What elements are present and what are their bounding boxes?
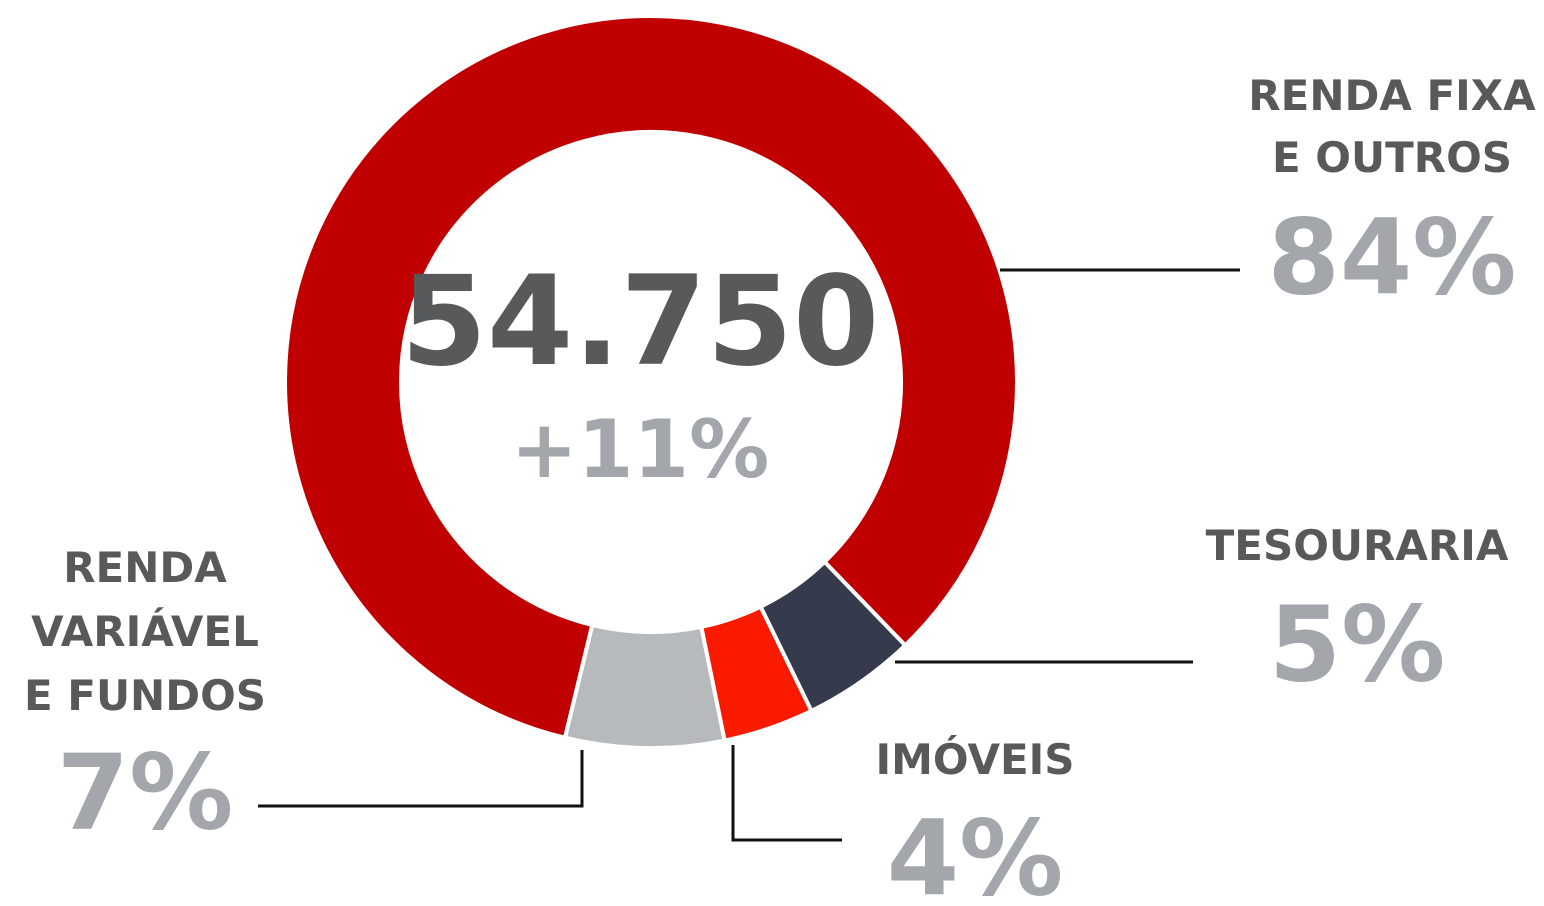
category-label: TESOURARIA: [1206, 521, 1509, 570]
category-label-line: TESOURARIA: [1206, 521, 1509, 570]
category-label-line: RENDA FIXA: [1248, 71, 1536, 120]
category-label-line: E OUTROS: [1272, 133, 1512, 182]
category-label-line: E FUNDOS: [24, 671, 266, 720]
leader-line: [731, 745, 842, 842]
category-label: IMÓVEIS: [875, 734, 1074, 784]
center-change: +11%: [511, 403, 770, 496]
category-label-line: IMÓVEIS: [875, 734, 1074, 784]
percent-label: 4%: [887, 797, 1064, 906]
percent-label: 7%: [57, 731, 234, 853]
category-label-line: RENDA: [63, 543, 227, 592]
leader-lines: [258, 268, 1240, 842]
donut-slice: [283, 14, 1019, 741]
category-label: RENDA FIXA E OUTROS: [1248, 71, 1536, 182]
leader-line: [258, 750, 584, 808]
center-total: 54.750: [401, 250, 880, 394]
percent-label: 84%: [1268, 196, 1517, 318]
category-label-line: VARIÁVEL: [31, 606, 259, 656]
donut: [283, 14, 1019, 750]
percent-label: 5%: [1269, 583, 1446, 705]
category-label: RENDA VARIÁVEL E FUNDOS: [24, 543, 266, 720]
